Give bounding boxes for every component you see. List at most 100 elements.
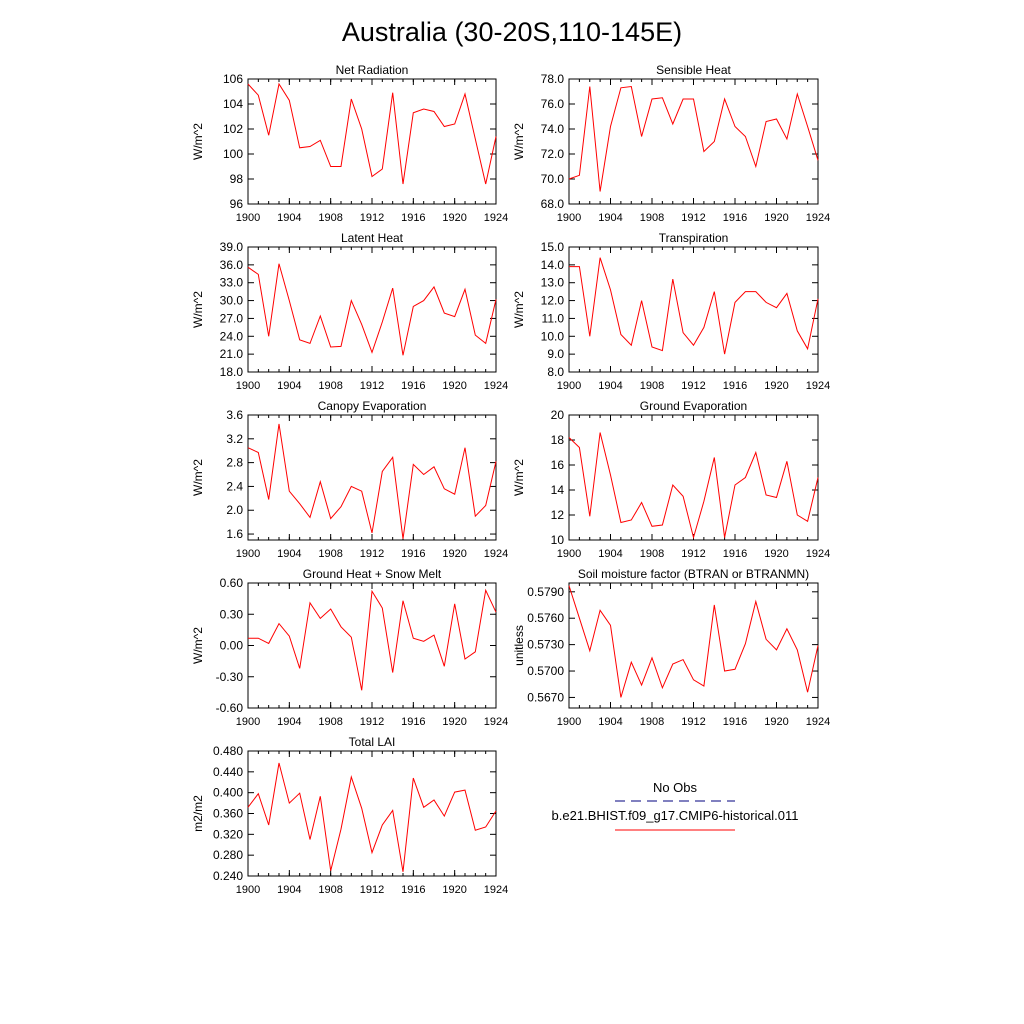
panel: Ground Evaporation W/m^2 1900 1904 1908 1912 1…: [512, 399, 830, 560]
y-tick-label: 15.0: [541, 240, 565, 254]
y-tick-label: 104: [223, 97, 243, 111]
y-tick-label: 0.5790: [527, 585, 564, 599]
x-tick-label: 1900: [557, 380, 581, 392]
x-tick-label: 1912: [360, 380, 384, 392]
y-tick-label: 24.0: [220, 329, 244, 343]
series-line: [568, 85, 819, 192]
x-tick-label: 1900: [236, 380, 260, 392]
x-tick-label: 1916: [723, 380, 747, 392]
y-axis-label: W/m^2: [191, 291, 205, 328]
x-tick-label: 1900: [557, 716, 581, 728]
y-tick-label: 2.4: [226, 479, 243, 493]
y-tick-label: 18: [551, 433, 565, 447]
legend-label: No Obs: [653, 780, 698, 795]
x-tick-label: 1904: [277, 380, 301, 392]
x-tick-label: 1908: [318, 212, 342, 224]
x-tick-label: 1924: [806, 716, 830, 728]
y-tick-label: 102: [223, 122, 243, 136]
x-tick-label: 1924: [806, 380, 830, 392]
y-tick-label: 33.0: [220, 276, 244, 290]
plot-frame: [247, 78, 497, 205]
y-axis-label: W/m^2: [512, 291, 526, 328]
series-line: [248, 588, 497, 691]
x-tick-label: 1920: [764, 548, 788, 560]
y-axis-label: W/m^2: [512, 123, 526, 160]
y-tick-label: 0.400: [213, 786, 243, 800]
y-tick-label: 39.0: [220, 240, 244, 254]
panel-title: Soil moisture factor (BTRAN or BTRANMN): [578, 567, 809, 581]
y-tick-label: 2.8: [226, 456, 243, 470]
y-tick-label: 20: [551, 408, 565, 422]
panel-title: Sensible Heat: [656, 63, 731, 77]
y-tick-label: 2.0: [226, 503, 243, 517]
x-tick-label: 1900: [236, 884, 260, 896]
x-tick-label: 1904: [598, 212, 622, 224]
y-tick-label: 8.0: [547, 365, 564, 379]
y-axis-label: m2/m2: [191, 795, 205, 832]
x-tick-label: 1904: [277, 548, 301, 560]
panel: Total LAI m2/m2 1900 1904 1908 1912 1916 1920 19…: [191, 735, 508, 896]
y-tick-label: 0.440: [213, 765, 243, 779]
series-line: [569, 257, 819, 355]
x-tick-label: 1924: [806, 548, 830, 560]
x-tick-label: 1908: [318, 716, 342, 728]
x-tick-label: 1916: [401, 884, 425, 896]
x-tick-label: 1908: [318, 380, 342, 392]
x-tick-label: 1912: [681, 716, 705, 728]
x-tick-label: 1920: [764, 716, 788, 728]
x-tick-label: 1904: [598, 716, 622, 728]
y-tick-label: 98: [230, 172, 244, 186]
x-tick-label: 1924: [806, 212, 830, 224]
x-tick-label: 1908: [318, 548, 342, 560]
panel: Soil moisture factor (BTRAN or BTRANMN) u…: [512, 567, 830, 728]
y-tick-label: 0.360: [213, 807, 243, 821]
x-tick-label: 1924: [484, 548, 508, 560]
panel: Canopy Evaporation W/m^2 1900 1904 1908 1912 1…: [191, 399, 508, 560]
series-line: [247, 762, 497, 872]
x-tick-label: 1904: [277, 212, 301, 224]
x-tick-label: 1900: [236, 548, 260, 560]
y-tick-label: 0.480: [213, 744, 243, 758]
y-tick-label: 14: [551, 483, 565, 497]
panel-title: Net Radiation: [336, 63, 409, 77]
y-tick-label: 76.0: [541, 97, 565, 111]
y-tick-label: 14.0: [541, 258, 565, 272]
x-tick-label: 1912: [360, 884, 384, 896]
x-tick-label: 1920: [442, 548, 466, 560]
x-tick-label: 1924: [484, 884, 508, 896]
panel: Sensible Heat W/m^2 1900 1904 1908 1912 1916 19…: [512, 63, 830, 224]
y-tick-label: 1.6: [226, 527, 243, 541]
x-tick-label: 1900: [236, 716, 260, 728]
y-tick-label: 70.0: [541, 172, 565, 186]
x-tick-label: 1900: [557, 548, 581, 560]
panel: Transpiration W/m^2 1900 1904 1908 1912 1916 19…: [512, 231, 830, 392]
y-axis-label: W/m^2: [512, 459, 526, 496]
y-tick-label: 0.5730: [527, 638, 564, 652]
x-tick-label: 1924: [484, 716, 508, 728]
x-tick-label: 1912: [681, 212, 705, 224]
y-tick-label: 9.0: [547, 347, 564, 361]
y-tick-label: 0.5760: [527, 611, 564, 625]
y-tick-label: 0.320: [213, 827, 243, 841]
plot-frame: [568, 246, 819, 373]
y-tick-label: 96: [230, 197, 244, 211]
plot-frame: [568, 582, 819, 709]
y-axis-label: W/m^2: [191, 627, 205, 664]
y-axis-label: W/m^2: [191, 123, 205, 160]
x-tick-label: 1916: [401, 212, 425, 224]
legend-label: b.e21.BHIST.f09_g17.CMIP6-historical.011: [552, 808, 799, 823]
y-tick-label: 11.0: [542, 311, 565, 325]
y-tick-label: 18.0: [220, 365, 244, 379]
y-tick-label: 30.0: [220, 294, 244, 308]
x-tick-label: 1920: [442, 884, 466, 896]
x-tick-label: 1924: [484, 212, 508, 224]
x-tick-label: 1900: [557, 212, 581, 224]
x-tick-label: 1920: [442, 716, 466, 728]
x-tick-label: 1916: [723, 716, 747, 728]
x-tick-label: 1920: [764, 380, 788, 392]
x-tick-label: 1908: [318, 884, 342, 896]
x-tick-label: 1916: [723, 212, 747, 224]
panel: Latent Heat W/m^2 1900 1904 1908 1912 1916 1920…: [191, 231, 508, 392]
